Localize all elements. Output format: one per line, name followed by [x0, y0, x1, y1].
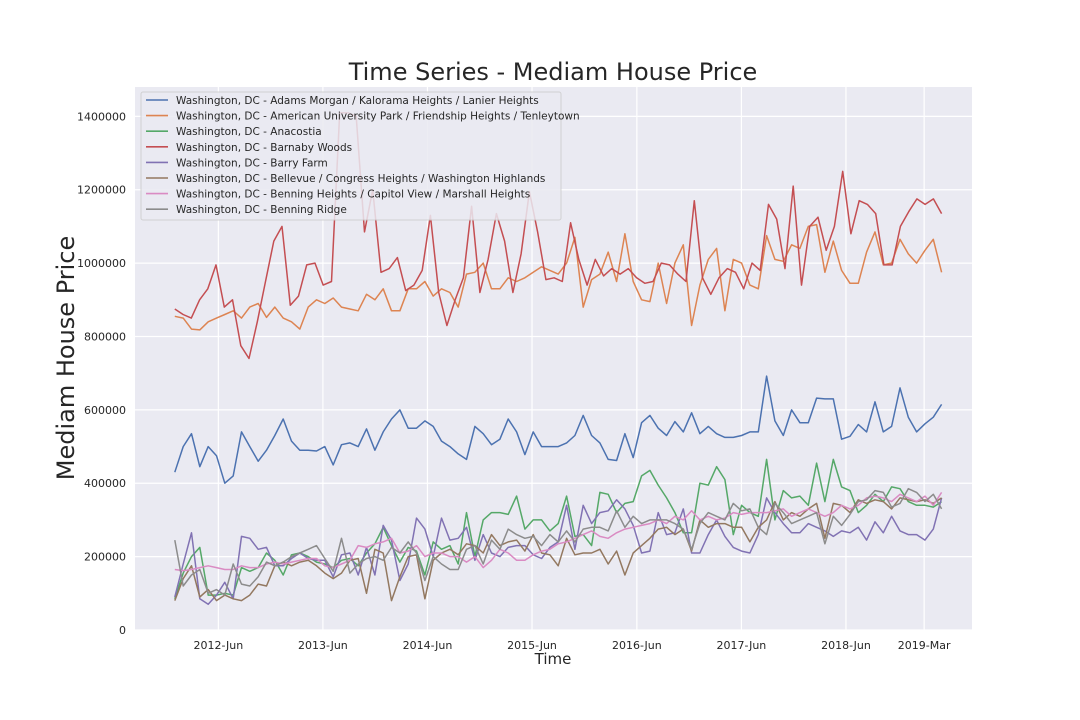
x-tick-label: 2016-Jun: [612, 639, 662, 652]
legend-label: Washington, DC - Barry Farm: [176, 157, 328, 169]
y-axis-label: Mediam House Price: [52, 236, 80, 480]
series-lines: [174, 111, 943, 606]
x-tick-label: 2013-Jun: [298, 639, 348, 652]
legend-label: Washington, DC - Bellevue / Congress Hei…: [176, 173, 545, 185]
legend-label: Washington, DC - Benning Heights / Capit…: [176, 189, 530, 201]
legend-label: Washington, DC - Barnaby Woods: [176, 142, 352, 154]
x-tick-labels: 2012-Jun 2013-Jun 2014-Jun 2015-Jun 2016-Jun…: [193, 639, 951, 652]
x-tick-label: 2018-Jun: [821, 639, 871, 652]
series-line-2: [174, 223, 943, 331]
y-tick-label: 200000: [84, 551, 126, 564]
x-tick-label: 2014-Jun: [403, 639, 453, 652]
y-tick-label: 0: [119, 624, 126, 637]
series-line-7: [174, 491, 943, 572]
y-tick-label: 400000: [84, 477, 126, 490]
series-line-6: [174, 497, 943, 602]
legend-label: Washington, DC - Adams Morgan / Kalorama…: [176, 95, 539, 107]
series-line-4: [174, 111, 943, 360]
y-tick-label: 1000000: [77, 257, 126, 270]
x-axis-label: Time: [534, 650, 572, 668]
series-line-8: [174, 487, 943, 596]
x-tick-label: 2015-Jun: [507, 639, 557, 652]
legend-label: Washington, DC - Benning Ridge: [176, 204, 347, 216]
y-tick-label: 800000: [84, 330, 126, 343]
legend: Washington, DC - Adams Morgan / Kalorama…: [140, 91, 580, 221]
legend-box: [140, 91, 562, 221]
y-tick-labels: 0 200000 400000 600000 800000 1000000 1200000 1…: [77, 110, 126, 637]
x-tick-label: 2012-Jun: [193, 639, 243, 652]
x-tick-label: 2017-Jun: [717, 639, 767, 652]
chart-title: Time Series - Mediam House Price: [348, 58, 758, 86]
y-tick-label: 1200000: [77, 184, 126, 197]
y-tick-label: 600000: [84, 404, 126, 417]
series-line-1: [174, 375, 943, 484]
y-tick-label: 1400000: [77, 110, 126, 123]
legend-label: Washington, DC - American University Par…: [176, 111, 580, 123]
x-tick-label: 2019-Mar: [898, 639, 951, 652]
legend-label: Washington, DC - Anacostia: [176, 126, 322, 138]
